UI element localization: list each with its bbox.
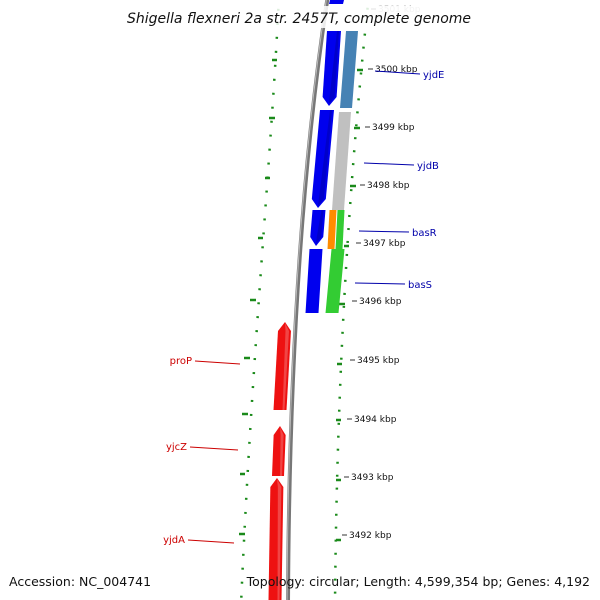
- gene-label-yjdA: yjdA: [163, 535, 185, 546]
- cds-arrow: [272, 426, 286, 476]
- cds-arrow: [273, 322, 291, 410]
- genome-backbone-highlight: [286, 0, 327, 600]
- gene-leader-line: [187, 539, 235, 544]
- dotted-rings: [239, 0, 370, 600]
- gene-label-yjdE: yjdE: [423, 70, 444, 81]
- scale-tick-label: 3496 kbp: [359, 297, 402, 307]
- scale-tick-label: 3492 kbp: [349, 531, 392, 541]
- cds-track: [268, 0, 344, 600]
- map-title: Shigella flexneri 2a str. 2457T, complet…: [127, 11, 471, 27]
- scale-tick-label: 3497 kbp: [363, 239, 406, 249]
- gene-leader-line: [363, 162, 415, 166]
- cds-arrow: [305, 249, 323, 313]
- scale-tick-label: 3499 kbp: [372, 123, 415, 133]
- accession-text: Accession: NC_004741: [9, 574, 152, 589]
- scale-tick-label: 3500 kbp: [375, 65, 418, 75]
- gene-label-proP: proP: [170, 356, 192, 367]
- cds-arrow: [329, 0, 344, 4]
- gene-label-basS: basS: [408, 280, 432, 291]
- gene-label-yjcZ: yjcZ: [166, 442, 187, 453]
- scale-tick-label: 3493 kbp: [351, 473, 394, 483]
- gene-leader-line: [374, 70, 421, 75]
- gene-label-basR: basR: [412, 228, 437, 239]
- gene-leader-line: [194, 360, 241, 365]
- cds-arrow: [322, 31, 341, 106]
- scale-tick-label: 3495 kbp: [357, 356, 400, 366]
- cds-arrow: [268, 478, 284, 600]
- title-backdrop: [125, 6, 475, 28]
- topology-text: Topology: circular; Length: 4,599,354 bp…: [246, 574, 590, 589]
- scale-tick-label: 3498 kbp: [367, 181, 410, 191]
- gene-labels: yjdE yjdB basR basS proP yjcZ yjdA: [163, 70, 444, 546]
- gene-label-yjdB: yjdB: [417, 161, 439, 172]
- gene-leader-line: [358, 230, 410, 233]
- genome-backbone: [286, 0, 330, 600]
- cog-segment: [335, 210, 345, 249]
- cog-segment: [325, 249, 345, 313]
- dotted-ring-outer: [333, 0, 370, 600]
- cog-segment: [332, 112, 351, 210]
- cog-segment: [327, 210, 337, 249]
- gene-leader-line: [354, 282, 406, 285]
- cds-arrow: [311, 110, 334, 208]
- gene-leader-line: [189, 446, 239, 451]
- scale-tick-label: 3494 kbp: [354, 415, 397, 425]
- cds-arrow: [310, 210, 326, 246]
- cog-segment: [340, 31, 358, 108]
- cog-track: [325, 31, 358, 313]
